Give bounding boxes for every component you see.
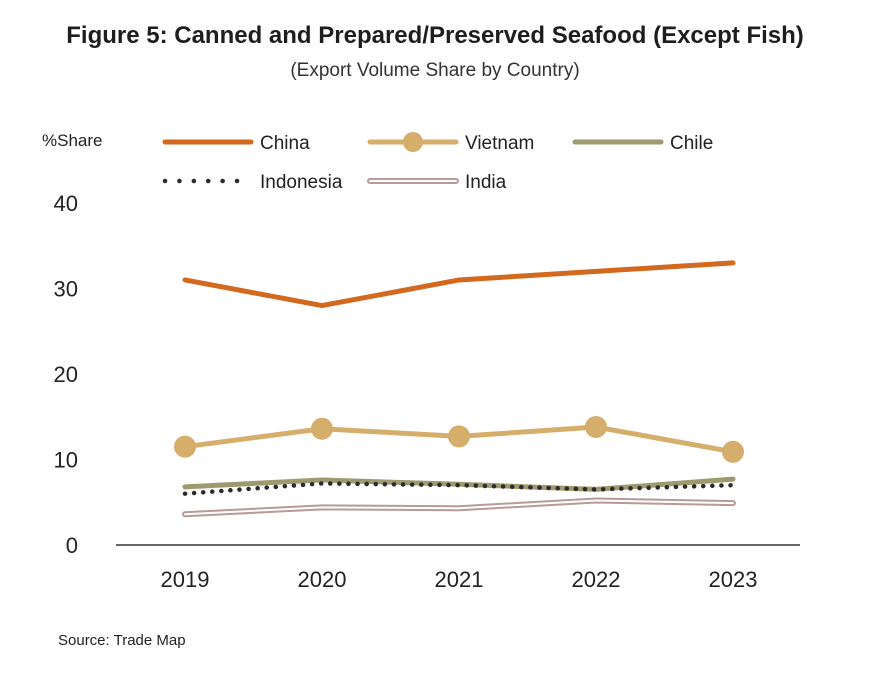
- data-point-vietnam: [174, 435, 196, 458]
- legend-label-indonesia: Indonesia: [260, 172, 343, 193]
- legend-label-vietnam: Vietnam: [465, 133, 534, 154]
- x-tick-label: 2019: [161, 567, 210, 592]
- y-tick-label: 20: [54, 362, 78, 387]
- y-axis-label: %Share: [42, 131, 102, 150]
- x-tick-label: 2023: [709, 567, 758, 592]
- y-tick-label: 0: [66, 533, 78, 558]
- y-tick-label: 40: [54, 191, 78, 216]
- legend-label-chile: Chile: [670, 133, 713, 154]
- data-point-vietnam: [722, 440, 744, 463]
- chart-subtitle: (Export Volume Share by Country): [290, 60, 580, 81]
- legend-label-china: China: [260, 133, 310, 154]
- x-tick-label: 2021: [435, 567, 484, 592]
- legend-label-india: India: [465, 172, 507, 193]
- series-line-india-inner: [184, 499, 734, 516]
- series-line-indonesia: [182, 481, 736, 496]
- legend-swatch-vietnam-marker: [403, 132, 423, 152]
- y-tick-label: 30: [54, 277, 78, 302]
- data-point-vietnam: [585, 416, 607, 439]
- y-tick-label: 10: [54, 448, 78, 473]
- chart-title: Figure 5: Canned and Prepared/Preserved …: [66, 22, 804, 49]
- data-point-vietnam: [311, 417, 333, 440]
- x-tick-label: 2022: [572, 567, 621, 592]
- x-tick-label: 2020: [298, 567, 347, 592]
- series-line-china: [182, 260, 736, 309]
- source-note: Source: Trade Map: [58, 632, 186, 649]
- data-point-vietnam: [448, 425, 470, 448]
